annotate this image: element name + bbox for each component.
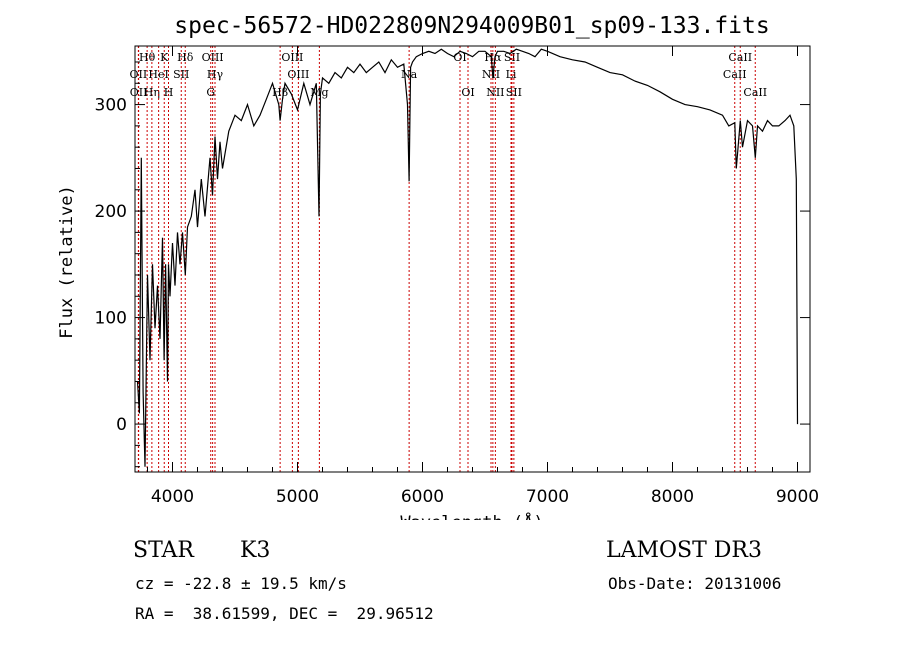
survey-name: LAMOST DR3 — [606, 538, 762, 563]
line-marker-label-7: SII — [173, 68, 189, 81]
line-marker-label-9: OIII — [202, 51, 224, 64]
spectrum-chart: spec-56572-HD022809N294009B01_sp09-133.f… — [57, 13, 819, 520]
x-tick-label-2: 6000 — [401, 487, 444, 507]
axis-ticks: 4000 5000 6000 7000 8000 9000 0 100 200 300 — [95, 46, 819, 507]
redshift-readout: cz = -22.8 ± 19.5 km/s — [135, 574, 347, 593]
line-marker-label-4: HeI — [148, 68, 168, 81]
y-tick-label-3: 300 — [95, 96, 127, 116]
line-marker-label-26: CaII — [723, 68, 747, 81]
line-marker-label-16: Na — [401, 68, 418, 81]
x-axis-label: Wavelength (Å) — [400, 511, 543, 520]
line-marker-label-21: NII — [486, 86, 504, 99]
line-marker-label-6: H — [164, 86, 174, 99]
y-axis-label: Flux (relative) — [57, 185, 77, 339]
line-marker-label-12: Hβ — [272, 86, 288, 99]
y-tick-label-1: 100 — [95, 309, 127, 329]
line-marker-label-18: OI — [461, 86, 474, 99]
spectral-subclass: K3 — [240, 538, 271, 563]
line-marker-label-11: G — [206, 86, 215, 99]
line-marker-label-3: Hη — [144, 86, 160, 99]
coordinates: RA = 38.61599, DEC = 29.96512 — [135, 604, 434, 623]
x-tick-label-3: 7000 — [526, 487, 569, 507]
object-class: STAR — [133, 538, 194, 563]
line-marker-label-0: Hθ — [139, 51, 156, 64]
spectrum-line — [136, 48, 799, 467]
line-marker-label-22: SII — [504, 51, 520, 64]
obs-date: Obs-Date: 20131006 — [608, 574, 782, 593]
x-tick-label-1: 5000 — [276, 487, 319, 507]
x-tick-label-4: 8000 — [651, 487, 694, 507]
line-marker-label-27: CaII — [743, 86, 767, 99]
line-marker-label-23: Li — [506, 68, 517, 81]
line-marker-label-20: NII — [482, 68, 500, 81]
line-marker-label-24: SII — [506, 86, 522, 99]
line-marker-label-25: CaII — [728, 51, 752, 64]
line-marker-label-10: Hγ — [207, 68, 224, 81]
line-marker-label-14: OIII — [287, 68, 309, 81]
y-tick-label-2: 200 — [95, 202, 127, 222]
line-marker-label-5: K — [160, 51, 169, 64]
line-marker-label-13: OIII — [281, 51, 303, 64]
x-tick-label-5: 9000 — [776, 487, 819, 507]
y-tick-label-0: 0 — [116, 415, 127, 435]
chart-title: spec-56572-HD022809N294009B01_sp09-133.f… — [174, 13, 769, 39]
line-marker-label-8: Hδ — [177, 51, 194, 64]
line-marker-label-2: OII — [130, 86, 148, 99]
x-tick-label-0: 4000 — [151, 487, 194, 507]
